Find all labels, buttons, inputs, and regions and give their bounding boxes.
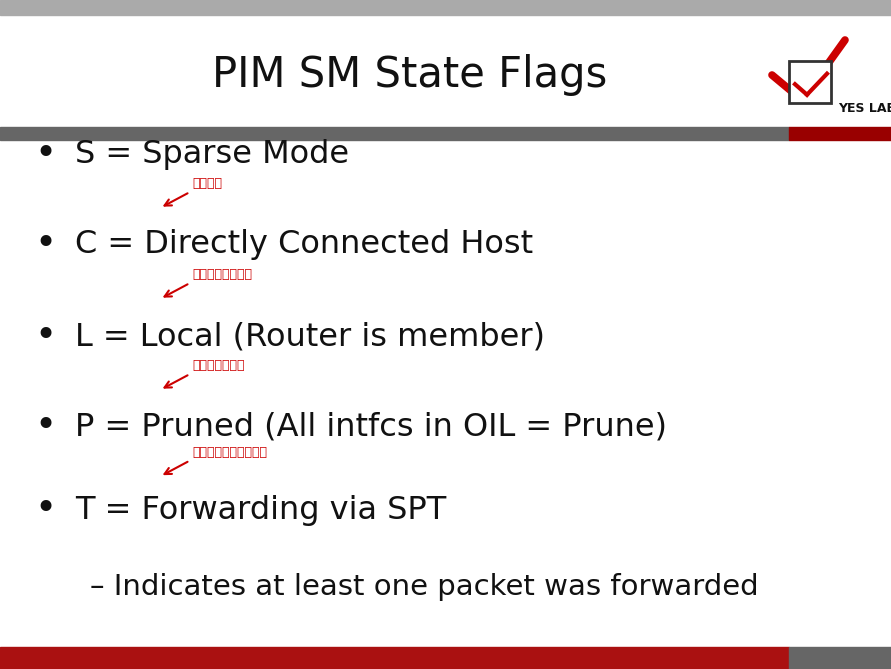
Text: 有接收者: 有接收者 — [192, 177, 222, 190]
Text: 需要删除此表项: 需要删除此表项 — [192, 359, 244, 372]
Bar — [0, 647, 789, 669]
Text: •: • — [34, 227, 56, 263]
Bar — [0, 0, 891, 15]
Bar — [789, 61, 831, 103]
Text: 本路由器是接收者: 本路由器是接收者 — [192, 268, 252, 281]
Text: •: • — [34, 319, 56, 355]
Text: •: • — [34, 409, 56, 445]
Text: P = Pruned (All intfcs in OIL = Prune): P = Pruned (All intfcs in OIL = Prune) — [75, 411, 667, 442]
Text: •: • — [34, 492, 56, 528]
Text: T = Forwarding via SPT: T = Forwarding via SPT — [75, 494, 446, 526]
Text: •: • — [34, 137, 56, 173]
Text: PIM SM State Flags: PIM SM State Flags — [212, 54, 608, 96]
Bar — [789, 647, 891, 669]
Text: S = Sparse Mode: S = Sparse Mode — [75, 140, 349, 171]
Text: C = Directly Connected Host: C = Directly Connected Host — [75, 229, 533, 260]
Text: – Indicates at least one packet was forwarded: – Indicates at least one packet was forw… — [90, 573, 758, 601]
Bar — [789, 127, 891, 140]
Text: YES LAB: YES LAB — [838, 102, 891, 115]
Bar — [0, 127, 789, 140]
Text: 至少转发过一个数据包: 至少转发过一个数据包 — [192, 446, 267, 458]
Text: L = Local (Router is member): L = Local (Router is member) — [75, 322, 545, 353]
